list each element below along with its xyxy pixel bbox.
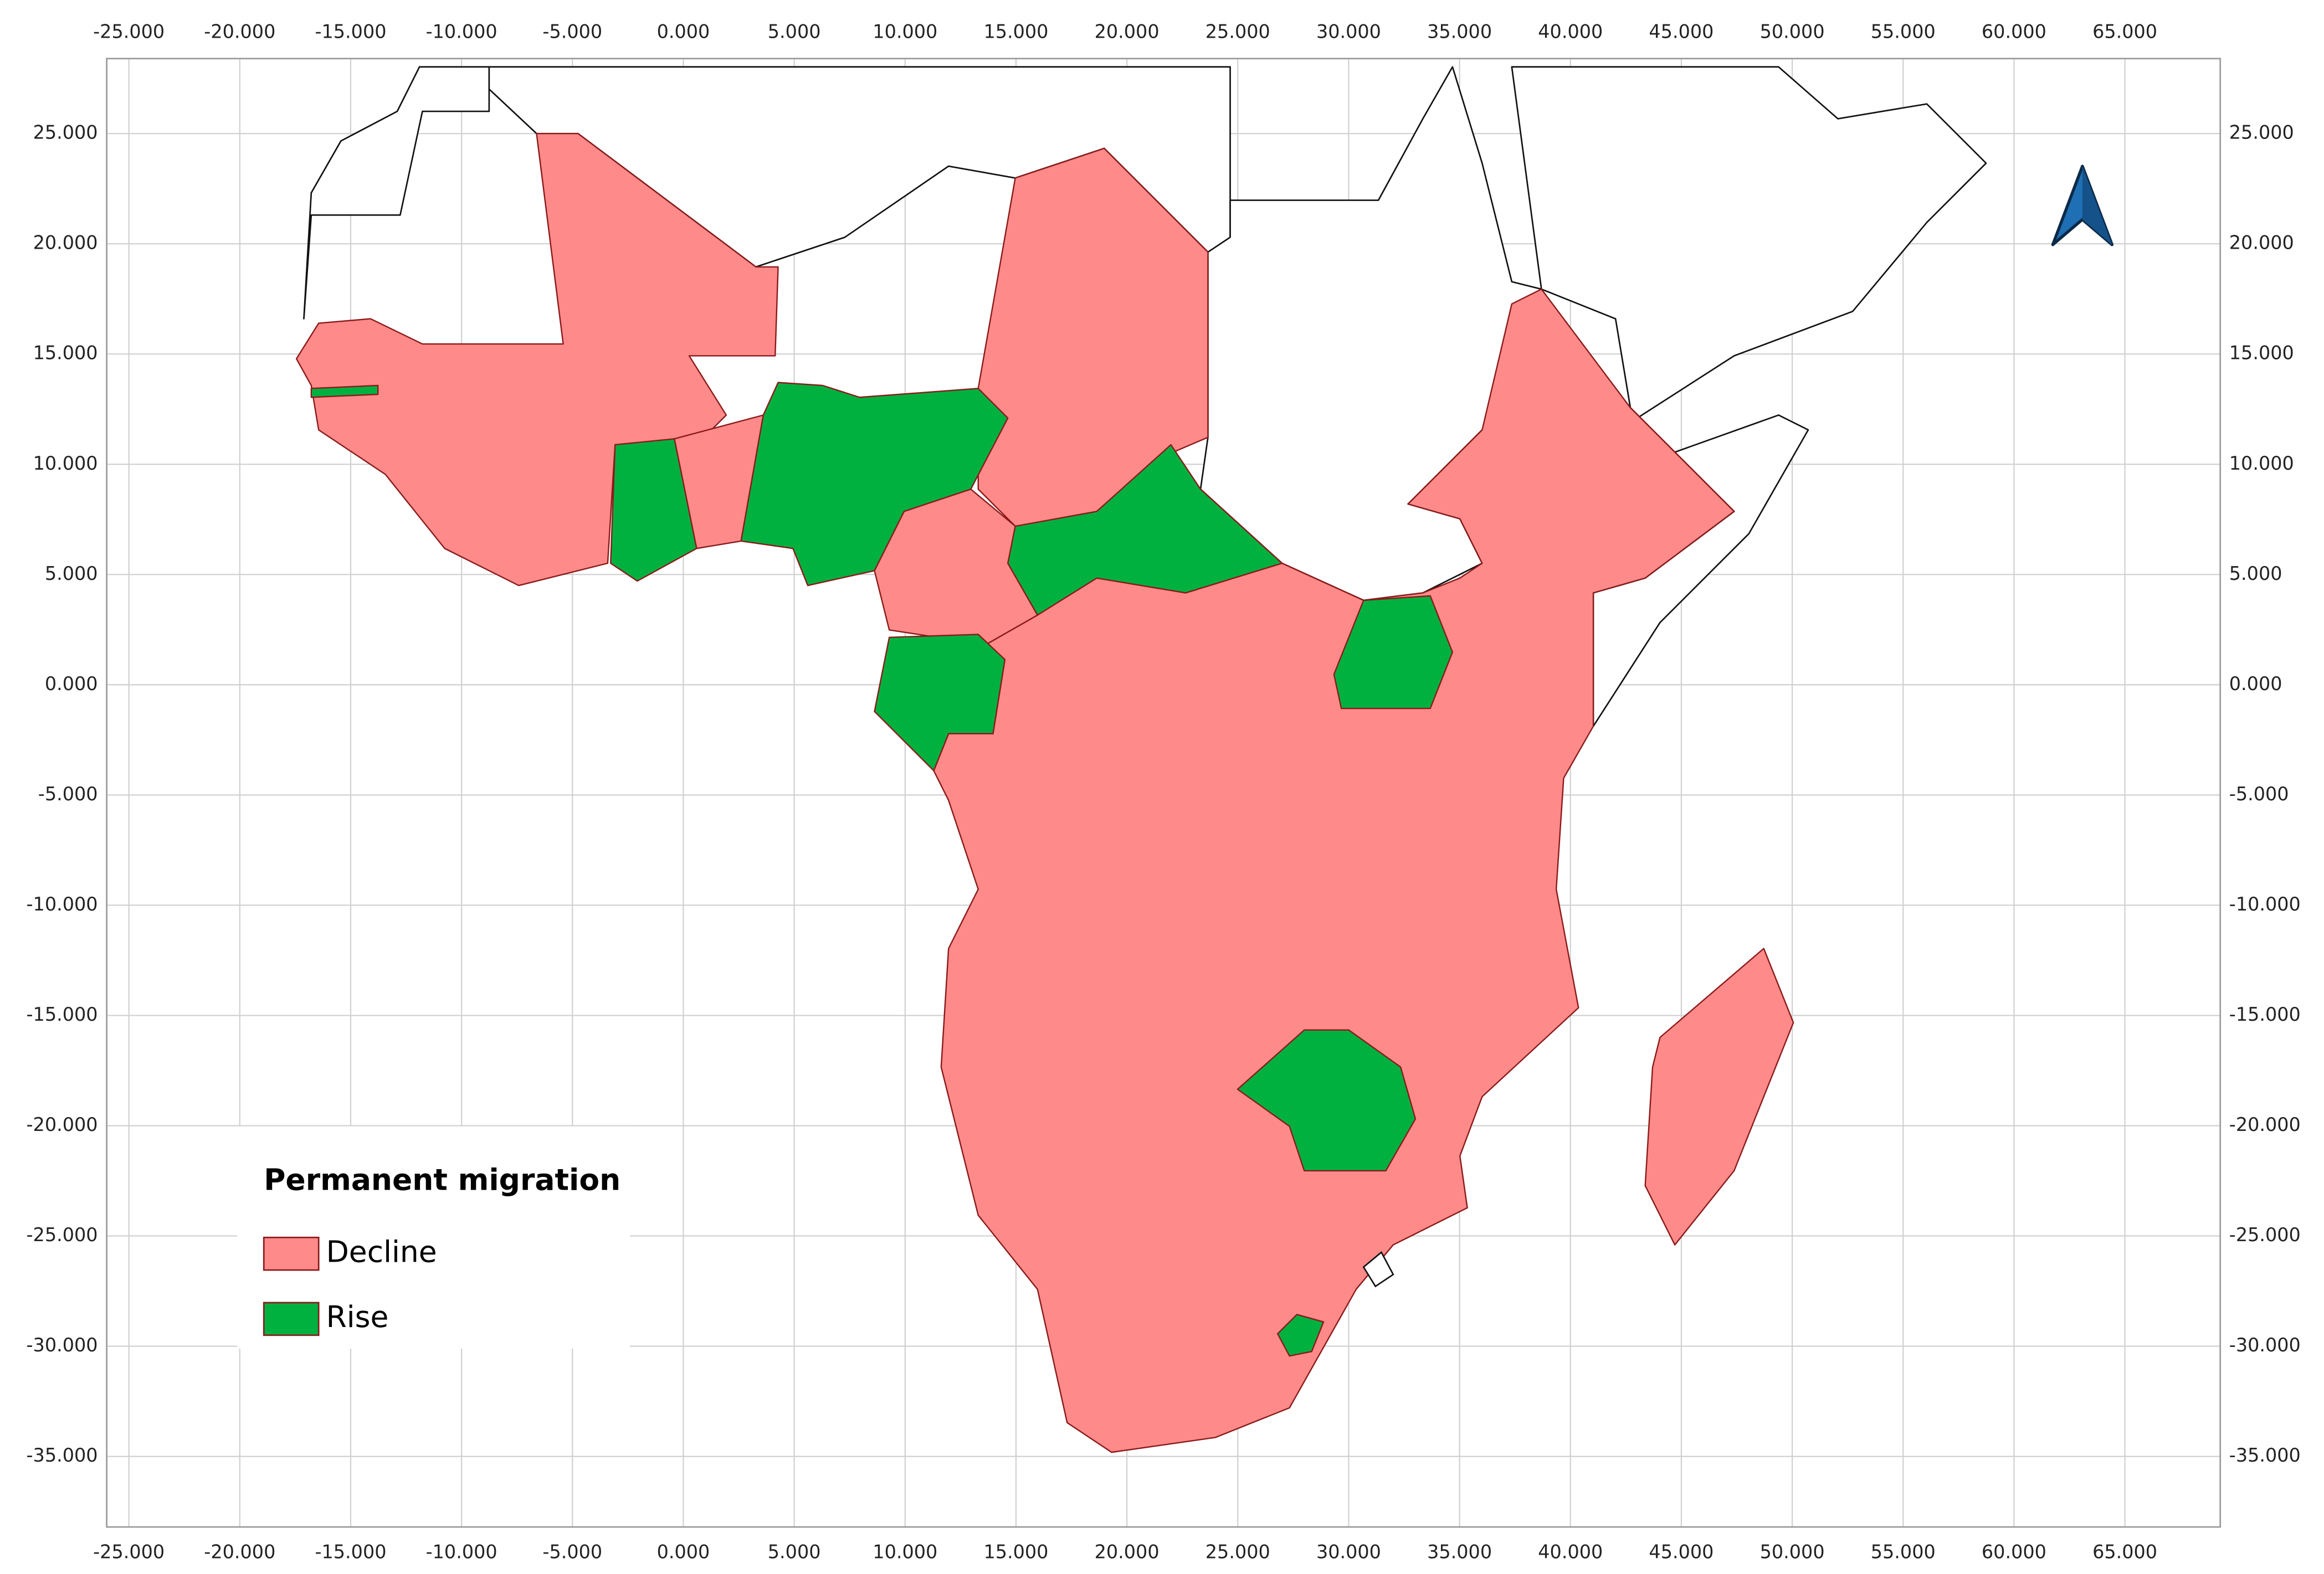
x-tick-label: 15.000	[983, 1541, 1048, 1563]
country-rise	[1276, 1314, 1325, 1357]
y-tick-label: -25.000	[2229, 1224, 2301, 1246]
country-rise	[1333, 595, 1454, 709]
y-tick-label: -35.000	[26, 1444, 98, 1466]
y-tick-label: 5.000	[2229, 563, 2282, 584]
country-decline	[977, 147, 1209, 527]
y-tick-label: 20.000	[33, 232, 98, 254]
x-tick-label: 40.000	[1538, 1541, 1603, 1563]
x-tick-label: 35.000	[1427, 1541, 1492, 1563]
y-tick-label: -30.000	[26, 1334, 98, 1356]
y-tick-label: 25.000	[33, 122, 98, 143]
x-tick-label: 50.000	[1760, 21, 1825, 43]
x-tick-label: -10.000	[426, 1541, 497, 1563]
country-rise	[874, 634, 1006, 771]
x-tick-label: -20.000	[204, 21, 275, 43]
y-tick-label: -20.000	[26, 1114, 98, 1135]
country-rise	[310, 384, 379, 398]
y-tick-label: -20.000	[2229, 1114, 2301, 1135]
y-tick-label: -25.000	[26, 1224, 98, 1246]
x-tick-label: 45.000	[1649, 21, 1713, 43]
x-tick-label: 0.000	[657, 1541, 710, 1563]
y-tick-label: 10.000	[33, 452, 98, 474]
x-tick-label: 10.000	[873, 21, 937, 43]
x-tick-label: 40.000	[1538, 21, 1603, 43]
y-tick-label: -10.000	[2229, 893, 2301, 915]
country-decline	[295, 132, 779, 587]
x-tick-label: -20.000	[204, 1541, 275, 1563]
x-tick-label: -5.000	[542, 21, 602, 43]
y-tick-label: -30.000	[2229, 1334, 2301, 1356]
country-rise	[610, 438, 697, 582]
x-tick-label: 20.000	[1095, 1541, 1160, 1563]
north-arrow	[2051, 164, 2114, 246]
legend: Permanent migration Decline Rise	[237, 1126, 630, 1349]
x-tick-label: 5.000	[768, 21, 821, 43]
x-tick-label: 20.000	[1095, 21, 1160, 43]
y-tick-label: -5.000	[38, 783, 98, 805]
x-tick-label: 50.000	[1760, 1541, 1825, 1563]
legend-swatch	[263, 1302, 320, 1336]
legend-label: Decline	[326, 1234, 437, 1269]
other-land	[303, 66, 1987, 727]
country-rise	[1007, 444, 1283, 616]
x-tick-label: -15.000	[315, 21, 386, 43]
x-tick-label: 30.000	[1316, 1541, 1381, 1563]
x-tick-label: 35.000	[1427, 21, 1492, 43]
y-tick-label: 5.000	[45, 563, 98, 584]
axis-labels: -25.000 -25.000 -20.000 -20.000 -15.000 -15.0…	[26, 21, 2300, 1563]
country-rise	[1237, 1029, 1417, 1172]
y-tick-label: 10.000	[2229, 452, 2294, 474]
y-tick-label: 0.000	[45, 673, 98, 695]
country-no-data	[1362, 1251, 1394, 1288]
x-tick-label: 60.000	[1982, 1541, 2046, 1563]
x-tick-label: -25.000	[93, 1541, 165, 1563]
x-tick-label: 5.000	[768, 1541, 821, 1563]
x-tick-label: -10.000	[426, 21, 497, 43]
x-tick-label: 10.000	[873, 1541, 937, 1563]
map-frame	[106, 58, 2222, 1528]
x-tick-label: 55.000	[1871, 1541, 1936, 1563]
x-tick-label: 65.000	[2092, 1541, 2157, 1563]
legend-title: Permanent migration	[264, 1163, 620, 1197]
y-tick-label: 20.000	[2229, 232, 2294, 254]
x-tick-label: 25.000	[1205, 1541, 1270, 1563]
x-tick-label: 15.000	[983, 21, 1048, 43]
x-tick-label: 0.000	[657, 21, 710, 43]
y-tick-label: -15.000	[2229, 1004, 2301, 1025]
x-tick-label: -15.000	[315, 1541, 386, 1563]
x-tick-label: -25.000	[93, 21, 165, 43]
country-rise	[740, 382, 1009, 587]
x-tick-label: -5.000	[542, 1541, 602, 1563]
y-tick-label: -15.000	[26, 1004, 98, 1025]
legend-swatch	[263, 1236, 320, 1271]
x-tick-label: 25.000	[1205, 21, 1270, 43]
x-tick-label: 30.000	[1316, 21, 1381, 43]
y-tick-label: -35.000	[2229, 1444, 2301, 1466]
y-tick-label: 15.000	[2229, 342, 2294, 364]
y-tick-label: 15.000	[33, 342, 98, 364]
x-tick-label: 65.000	[2092, 21, 2157, 43]
x-tick-label: 55.000	[1871, 21, 1936, 43]
y-tick-label: 25.000	[2229, 122, 2294, 143]
x-tick-label: 60.000	[1982, 21, 2046, 43]
country-decline	[1644, 948, 1794, 1246]
y-tick-label: -10.000	[26, 893, 98, 915]
y-tick-label: -5.000	[2229, 783, 2289, 805]
x-tick-label: 45.000	[1649, 1541, 1713, 1563]
countries	[295, 132, 1794, 1453]
legend-label: Rise	[326, 1299, 389, 1334]
y-tick-label: 0.000	[2229, 673, 2282, 695]
